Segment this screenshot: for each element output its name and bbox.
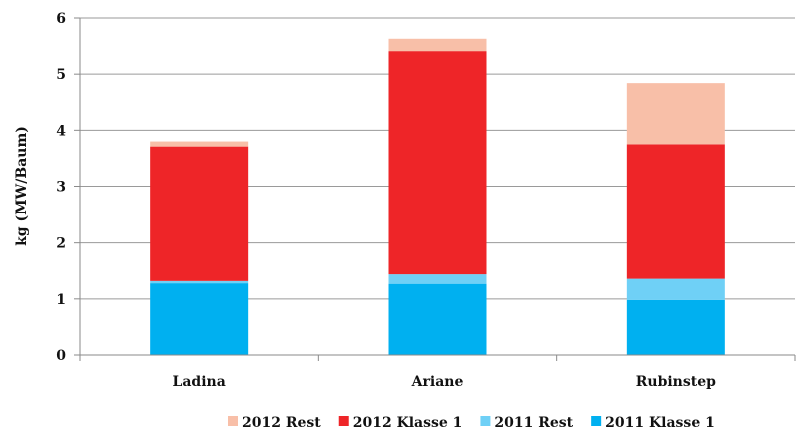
x-category-labels: Ladina Ariane Rubinstep: [173, 374, 717, 390]
bar-segment-2012-rest: [388, 38, 487, 52]
legend-label: 2011 Rest: [494, 415, 573, 431]
x-category-label: Ariane: [411, 374, 464, 390]
y-tick-label: 0: [56, 348, 66, 364]
bar-segment-2011-rest: [626, 278, 725, 300]
bar-segment-2012-klasse-1: [626, 144, 725, 279]
bar-segment-2011-rest: [388, 274, 487, 284]
x-category-label: Rubinstep: [636, 374, 716, 390]
y-tick-label: 1: [56, 292, 66, 308]
legend-swatch: [591, 416, 602, 426]
y-tick-label: 6: [56, 11, 66, 27]
legend-swatch: [480, 416, 491, 426]
bar-segment-2011-klasse-1: [626, 299, 725, 355]
legend-swatch: [228, 416, 238, 426]
bar-segment-2012-klasse-1: [150, 146, 249, 281]
legend: 2012 Rest 2012 Klasse 1 2011 Rest 2011 Klas…: [228, 415, 715, 431]
y-tick-label: 3: [56, 180, 66, 196]
y-tick-label: 4: [56, 123, 66, 139]
bar-segment-2012-klasse-1: [388, 51, 487, 275]
legend-swatch: [338, 416, 349, 426]
y-axis-title: kg (MW/Baum): [14, 126, 30, 246]
bar-segment-2012-rest: [150, 141, 249, 147]
axes: [74, 17, 796, 361]
legend-label: 2011 Klasse 1: [605, 415, 715, 431]
y-tick-label: 5: [56, 67, 66, 83]
bar-segment-2011-klasse-1: [388, 283, 487, 355]
y-tick-labels: 0 1 2 3 4 5 6: [56, 11, 66, 364]
legend-label: 2012 Rest: [242, 415, 321, 431]
bars: [150, 38, 725, 355]
bar-segment-2011-rest: [150, 280, 249, 284]
bar-segment-2012-rest: [626, 83, 725, 145]
bar-segment-2011-klasse-1: [150, 283, 249, 355]
legend-label: 2012 Klasse 1: [353, 415, 463, 431]
x-category-label: Ladina: [173, 374, 226, 390]
y-tick-label: 2: [56, 236, 66, 252]
